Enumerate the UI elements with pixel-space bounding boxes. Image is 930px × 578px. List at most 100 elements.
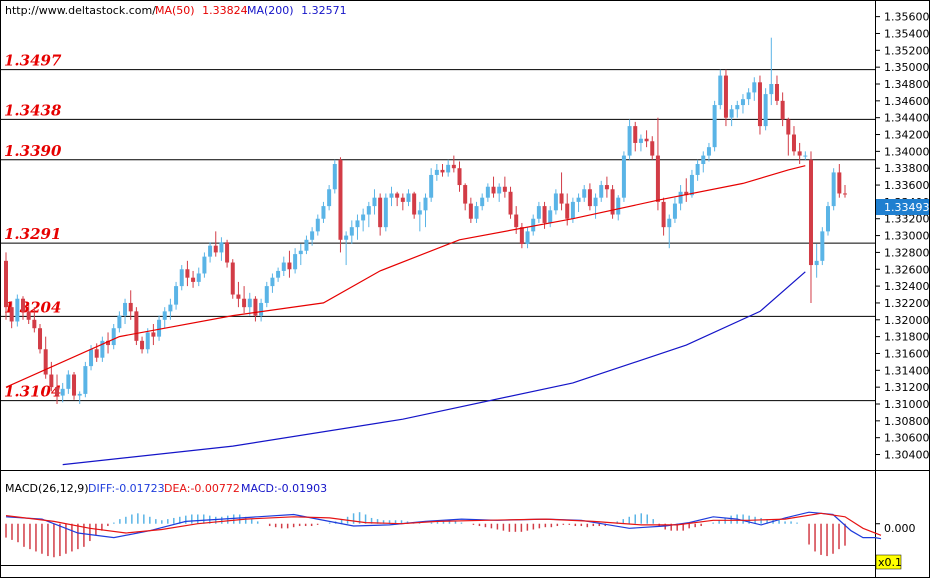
candle-body [440, 169, 445, 173]
candle-body [361, 214, 366, 221]
candle-body [837, 172, 842, 194]
candle-body [417, 210, 422, 215]
price-tick-label: 1.31600 [884, 347, 930, 360]
ma200-line [62, 271, 806, 466]
candle-body [304, 239, 309, 251]
candle-body [60, 388, 65, 396]
candle-body [253, 298, 258, 316]
candle-body [463, 185, 468, 204]
candle-body [276, 270, 281, 278]
candle-body [400, 197, 405, 202]
price-tick-label: 1.31800 [884, 331, 930, 344]
candle-body [616, 197, 621, 215]
price-tick-label: 1.35000 [884, 61, 930, 74]
candle-body [123, 302, 128, 316]
candle-body [457, 168, 462, 186]
candle-body [570, 201, 575, 219]
candle-body [327, 189, 332, 207]
candle-body [559, 193, 564, 204]
candle-body [610, 189, 615, 215]
candle-body [621, 155, 626, 198]
candle-body [485, 186, 490, 198]
candle-body [321, 206, 326, 219]
price-tick-label: 1.32200 [884, 297, 930, 310]
candle-body [49, 374, 54, 388]
level-label: 1.3104 [4, 383, 61, 401]
candle-body [338, 159, 343, 240]
candle-body [593, 197, 598, 207]
source-url: http://www.deltastock.com/ [5, 4, 156, 17]
candle-body [247, 298, 252, 308]
candle-body [701, 155, 706, 164]
price-tick-label: 1.34400 [884, 112, 930, 125]
price-tick-label: 1.31400 [884, 364, 930, 377]
candle-body [553, 193, 558, 211]
price-tick-label: 1.33000 [884, 230, 930, 243]
candle-body [825, 206, 830, 232]
candle-body [270, 277, 275, 287]
candle-body [644, 138, 649, 142]
price-tick-label: 1.32000 [884, 314, 930, 327]
price-tick-label: 1.35600 [884, 11, 930, 24]
candle-body [446, 164, 451, 173]
candle-body [514, 214, 519, 228]
candle-body [151, 332, 156, 337]
candle-body [38, 328, 43, 350]
candle-body [542, 206, 547, 223]
price-tick-label: 1.31200 [884, 381, 930, 394]
candle-body [752, 82, 757, 93]
candle-body [157, 319, 162, 337]
candle-body [298, 250, 303, 255]
candle-body [412, 193, 417, 215]
price-tick-label: 1.33800 [884, 162, 930, 175]
candle-body [531, 218, 536, 232]
candle-body [366, 206, 371, 215]
candle-body [145, 332, 150, 350]
candle-body [117, 315, 122, 329]
candle-body [791, 134, 796, 152]
level-label: 1.3291 [4, 225, 61, 243]
candle-body [718, 75, 723, 106]
candle-body [706, 147, 711, 156]
candle-body [162, 311, 167, 320]
current-price-label: 1.33493 [884, 201, 930, 214]
candle-body [378, 197, 383, 228]
candle-body [536, 206, 541, 219]
candle-body [808, 159, 813, 266]
candle-body [236, 294, 241, 299]
candle-body [106, 340, 111, 346]
candle-body [315, 218, 320, 232]
candle-body [168, 304, 173, 312]
candle-body [735, 105, 740, 110]
candle-body [111, 328, 116, 346]
candle-body [508, 191, 513, 215]
candle-body [729, 109, 734, 118]
price-tick-label: 1.33200 [884, 213, 930, 226]
macd-zero-label: 0.000 [884, 522, 916, 535]
candle-body [4, 260, 8, 308]
candle-body [89, 349, 94, 367]
candle-body [332, 164, 337, 190]
candle-body [780, 100, 785, 120]
candle-body [525, 231, 530, 244]
candle-body [77, 393, 82, 396]
candle-body [383, 197, 388, 228]
candle-body [429, 174, 434, 198]
candle-body [474, 206, 479, 219]
candle-body [434, 169, 439, 175]
candle-body [355, 220, 360, 228]
level-label: 1.3390 [4, 142, 62, 160]
candle-body [287, 262, 292, 270]
candle-body [140, 340, 145, 350]
candle-body [208, 245, 213, 257]
candle-body [843, 193, 847, 195]
candle-body [94, 349, 99, 358]
price-tick-label: 1.32600 [884, 263, 930, 276]
candle-body [769, 84, 774, 95]
candle-body [213, 245, 218, 253]
candle-body [740, 99, 745, 106]
candle-body [814, 260, 819, 266]
candle-body [134, 311, 139, 341]
candle-body [820, 231, 825, 261]
